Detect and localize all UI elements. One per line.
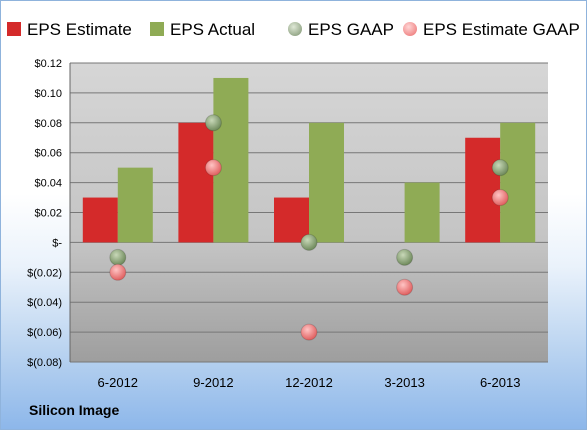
point-eps-gaap xyxy=(204,114,222,132)
point-eps-estimate-gaap xyxy=(396,278,414,296)
bar-eps-actual xyxy=(117,167,153,243)
point-eps-gaap xyxy=(300,233,318,251)
point-eps-gaap xyxy=(396,248,414,266)
bars xyxy=(82,77,536,243)
legend-label: EPS Actual xyxy=(170,20,255,39)
legend-swatch xyxy=(403,22,417,36)
y-tick-label: $0.04 xyxy=(34,178,62,190)
point-eps-estimate-gaap xyxy=(109,263,127,281)
legend-swatch xyxy=(150,22,164,36)
bar-eps-actual xyxy=(404,182,440,243)
point-eps-gaap xyxy=(109,248,127,266)
point-eps-estimate-gaap xyxy=(491,189,509,207)
bar-eps-estimate xyxy=(274,197,309,243)
y-tick-label: $0.12 xyxy=(34,58,62,70)
legend-label: EPS Estimate xyxy=(27,20,132,39)
y-tick-label: $(0.04) xyxy=(27,297,62,309)
bar-eps-estimate xyxy=(178,122,214,243)
y-tick-label: $0.10 xyxy=(34,88,62,100)
bar-eps-actual xyxy=(213,77,249,243)
x-tick-label: 9-2012 xyxy=(193,375,233,390)
point-eps-estimate-gaap xyxy=(300,323,318,341)
bar-eps-estimate xyxy=(465,137,501,243)
y-tick-label: $(0.08) xyxy=(27,357,62,369)
legend-swatch xyxy=(7,22,21,36)
y-tick-label: $(0.06) xyxy=(27,327,62,339)
points xyxy=(109,114,509,341)
y-tick-label: $0.08 xyxy=(34,118,62,130)
x-axis: 6-2012 9-2012 12-2012 3-2013 6-2013 xyxy=(98,375,521,390)
bar-eps-actual xyxy=(500,122,536,243)
x-tick-label: 3-2013 xyxy=(384,375,424,390)
x-tick-label: 12-2012 xyxy=(285,375,333,390)
bar-eps-actual xyxy=(309,122,344,243)
x-tick-label: 6-2012 xyxy=(98,375,138,390)
bar-eps-estimate xyxy=(82,197,118,243)
company-label: Silicon Image xyxy=(29,402,120,418)
legend-label: EPS Estimate GAAP xyxy=(423,20,580,39)
y-tick-label: $0.02 xyxy=(34,208,62,220)
legend-swatch xyxy=(288,22,302,36)
point-eps-gaap xyxy=(491,159,509,177)
y-tick-label: $- xyxy=(52,237,62,249)
y-axis: $0.12 $0.10 $0.08 $0.06 $0.04 $0.02 $- $(0.02) $… xyxy=(27,58,71,369)
x-tick-label: 6-2013 xyxy=(480,375,520,390)
legend: EPS Estimate EPS Actual EPS GAAP EPS Estima… xyxy=(7,20,580,39)
legend-label: EPS GAAP xyxy=(308,20,394,39)
point-eps-estimate-gaap xyxy=(204,159,222,177)
y-tick-label: $0.06 xyxy=(34,148,62,160)
y-tick-label: $(0.02) xyxy=(27,267,62,279)
